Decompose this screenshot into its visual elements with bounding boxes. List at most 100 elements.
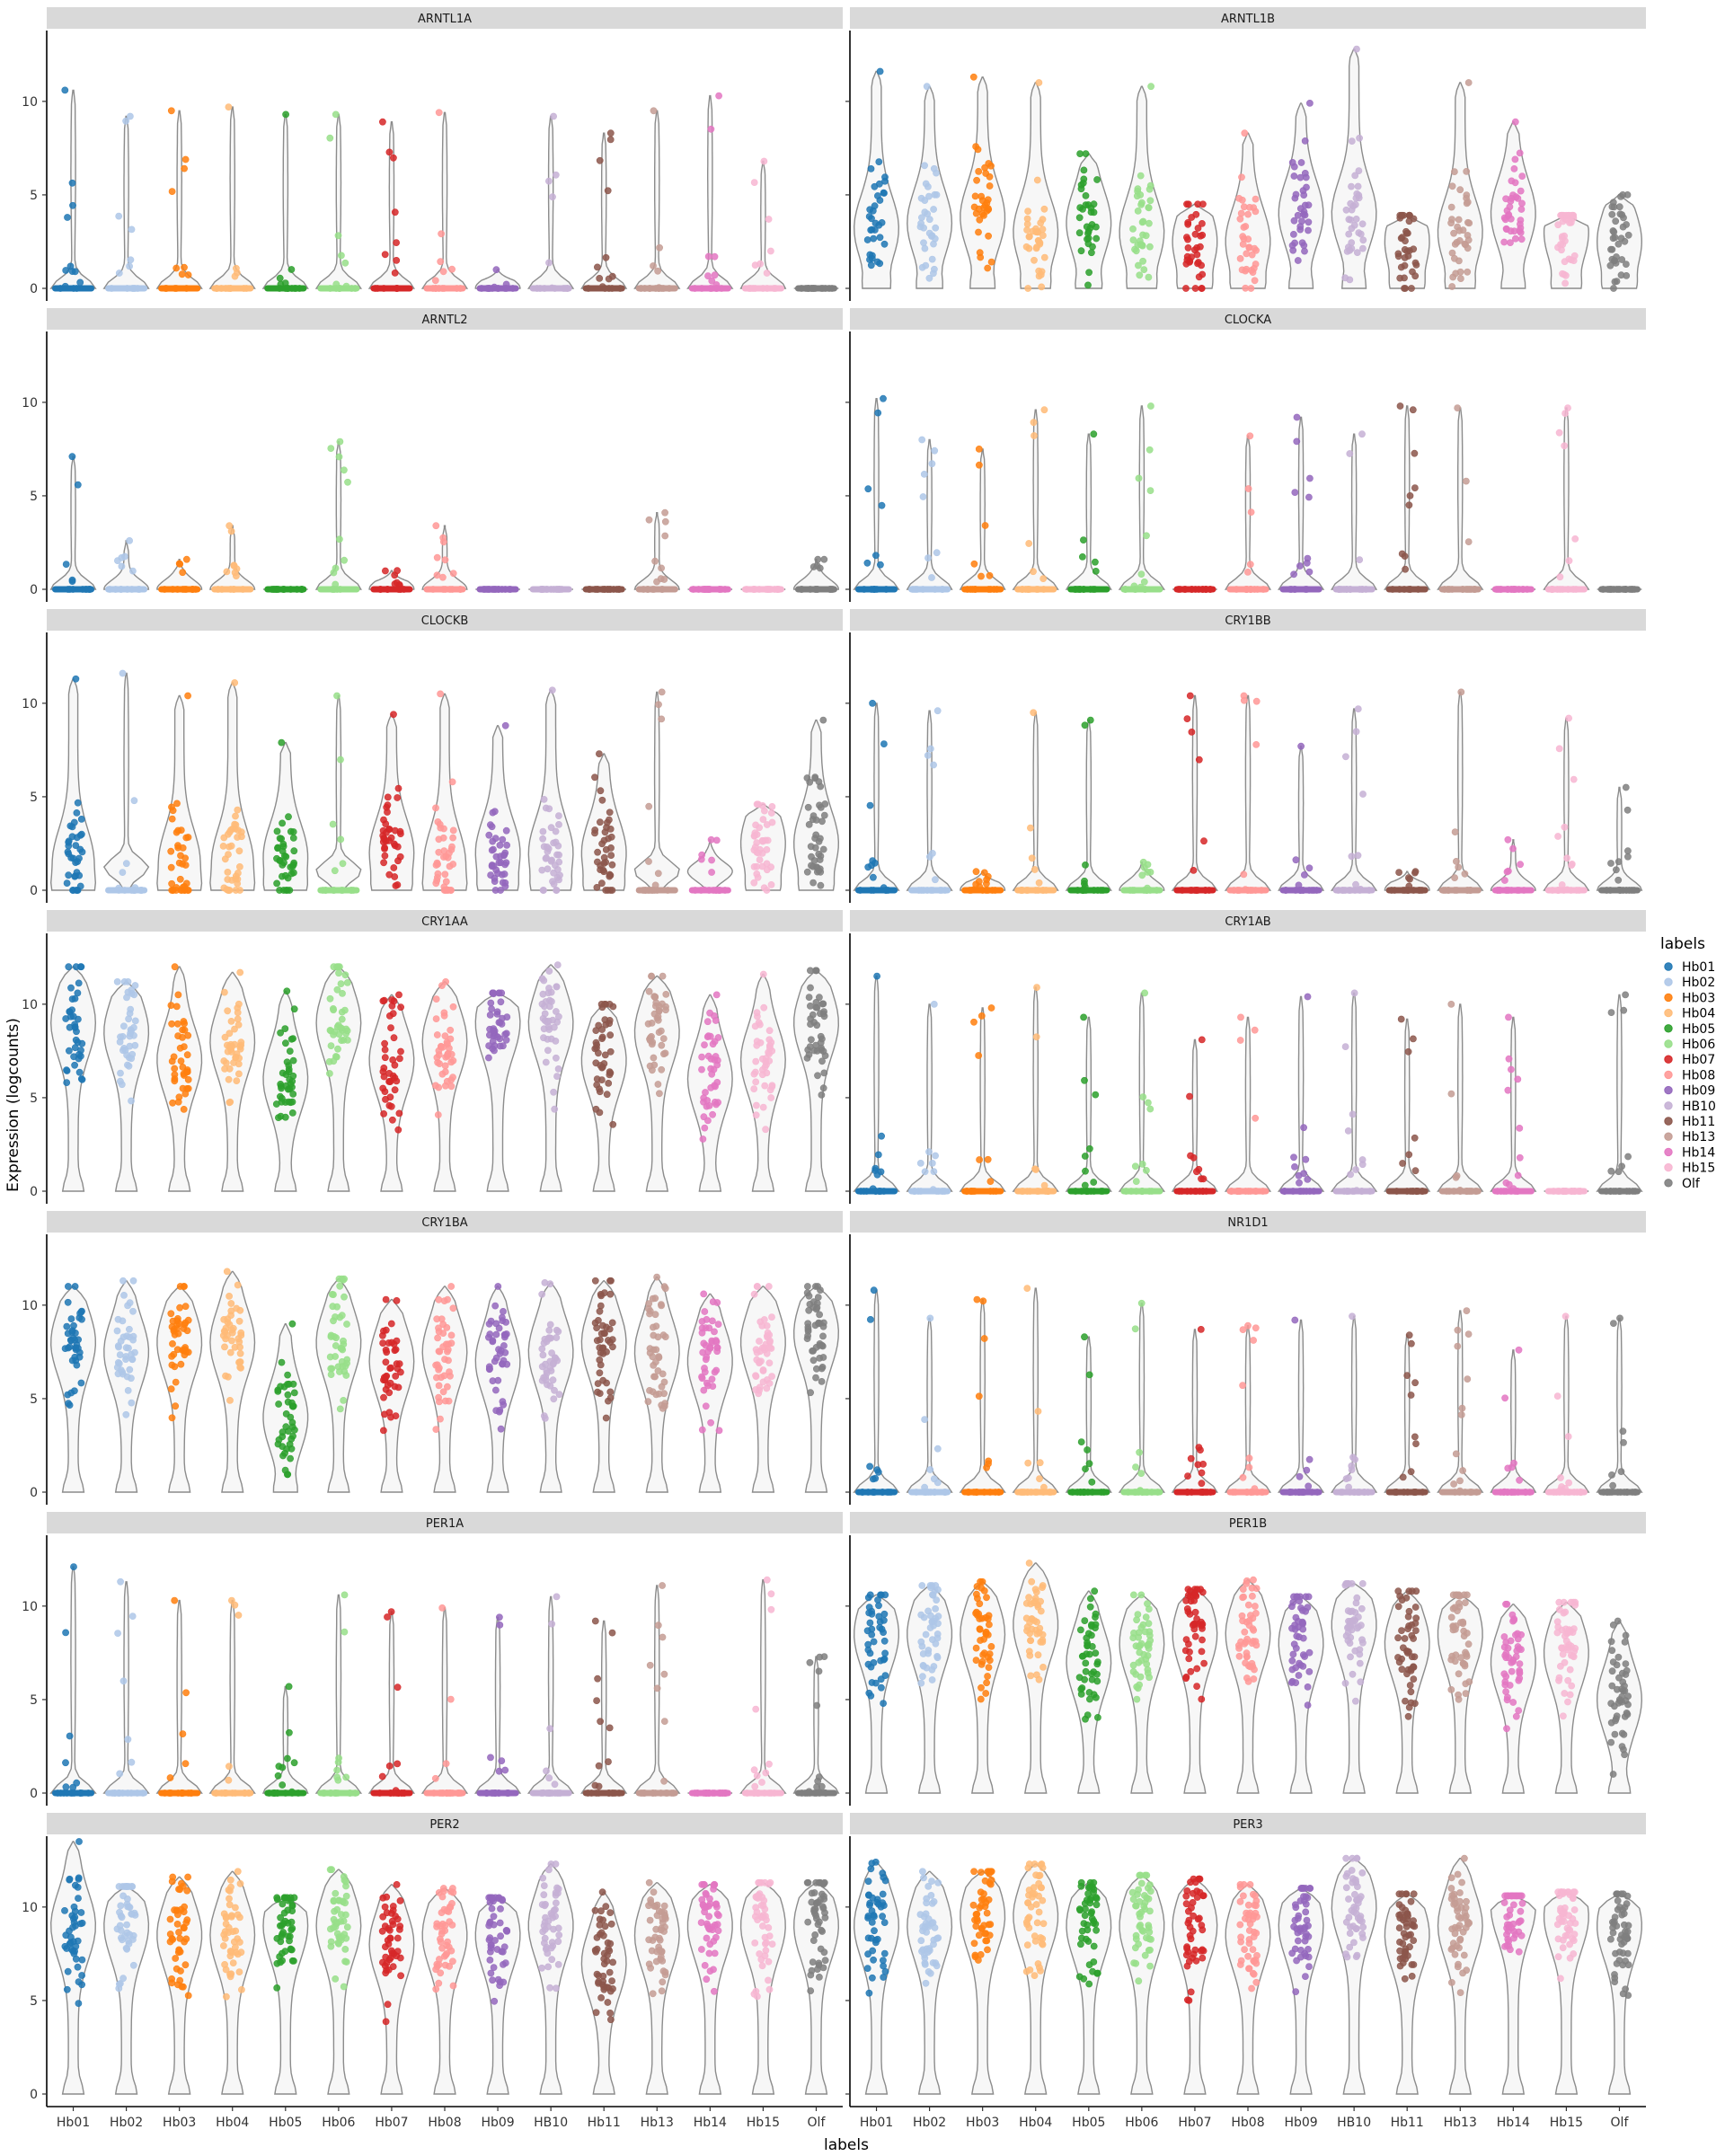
data-point [274, 1772, 282, 1780]
data-point [228, 1337, 235, 1345]
data-point [501, 721, 509, 729]
data-point [1559, 217, 1567, 225]
data-point [449, 834, 456, 842]
data-point [1410, 245, 1418, 253]
data-point [380, 1110, 387, 1118]
data-point [1077, 1691, 1085, 1698]
data-point [1199, 1636, 1206, 1644]
violin-hb05 [262, 987, 309, 1192]
violin-hb06 [314, 110, 363, 292]
violin-points [485, 721, 510, 894]
data-point [709, 1298, 717, 1305]
data-point [1612, 217, 1620, 225]
zero-band [1279, 887, 1322, 894]
data-point [435, 109, 443, 117]
data-point [1239, 1382, 1246, 1390]
data-point [125, 1325, 133, 1333]
violin-hb03 [155, 107, 203, 292]
data-point [660, 1718, 668, 1725]
data-point [235, 1317, 243, 1325]
data-point [594, 858, 601, 866]
data-point [177, 1057, 185, 1065]
data-point [1146, 243, 1154, 251]
data-point [1305, 226, 1312, 234]
data-point [1608, 210, 1616, 218]
data-point [62, 561, 70, 568]
data-point [871, 859, 879, 867]
data-point [492, 1330, 500, 1339]
data-point [867, 164, 875, 172]
data-point [64, 1298, 72, 1306]
data-point [439, 534, 447, 542]
data-point [433, 1054, 441, 1062]
data-point [289, 1402, 297, 1410]
data-point [1358, 430, 1366, 438]
data-point [540, 796, 548, 803]
data-point [553, 1073, 561, 1080]
data-point [1296, 223, 1305, 230]
data-point [487, 821, 494, 829]
data-point [815, 837, 823, 845]
data-point [1617, 271, 1625, 279]
data-point [976, 216, 984, 224]
data-point [606, 1071, 614, 1079]
data-point [1356, 134, 1363, 142]
data-point [435, 1083, 443, 1091]
data-point [1305, 218, 1313, 226]
data-point [699, 1348, 707, 1356]
data-point [980, 869, 988, 877]
data-point [602, 253, 610, 261]
data-point [750, 1070, 758, 1078]
data-point [985, 1460, 992, 1468]
data-point [1342, 753, 1349, 761]
violin-points [1235, 129, 1260, 292]
data-point [646, 1661, 654, 1669]
data-point [383, 1348, 391, 1356]
data-point [184, 692, 191, 700]
data-point [977, 1695, 985, 1703]
zero-band [1438, 1489, 1482, 1496]
data-point [756, 1386, 763, 1394]
data-point [332, 564, 340, 572]
data-point [818, 1035, 826, 1043]
data-point [1451, 254, 1458, 262]
zero-band [317, 285, 360, 292]
data-point [984, 1631, 992, 1639]
data-point [661, 1333, 669, 1340]
data-point [433, 1361, 441, 1369]
y-tick-label: 0 [30, 884, 38, 898]
zero-band [635, 887, 678, 894]
violin-hb05 [1066, 150, 1112, 289]
data-point [658, 1302, 665, 1310]
violin-hb01 [49, 86, 97, 292]
data-point [1132, 1178, 1140, 1185]
data-point [449, 570, 457, 578]
data-point [277, 1383, 284, 1391]
zero-band [1597, 1188, 1641, 1195]
data-point [1508, 177, 1516, 185]
data-point [435, 835, 443, 844]
data-point [1191, 285, 1199, 292]
data-point [1348, 1462, 1356, 1470]
data-point [928, 1676, 936, 1683]
zero-band [1438, 1188, 1482, 1195]
data-point [120, 978, 128, 985]
data-point [819, 716, 827, 724]
data-point [1082, 1715, 1089, 1723]
data-point [607, 844, 615, 852]
data-point [933, 190, 941, 199]
data-point [763, 1576, 771, 1584]
data-point [1133, 192, 1141, 200]
data-point [285, 1728, 293, 1736]
data-point [336, 1405, 344, 1413]
violin-hb05 [1065, 430, 1112, 593]
zero-band [1332, 1489, 1376, 1496]
data-point [818, 1091, 826, 1099]
violin-hb15 [1543, 714, 1590, 894]
data-point [232, 872, 240, 880]
data-point [873, 258, 881, 266]
data-point [183, 1327, 191, 1335]
data-point [654, 1333, 662, 1341]
data-point [341, 971, 349, 979]
data-point [704, 272, 712, 279]
